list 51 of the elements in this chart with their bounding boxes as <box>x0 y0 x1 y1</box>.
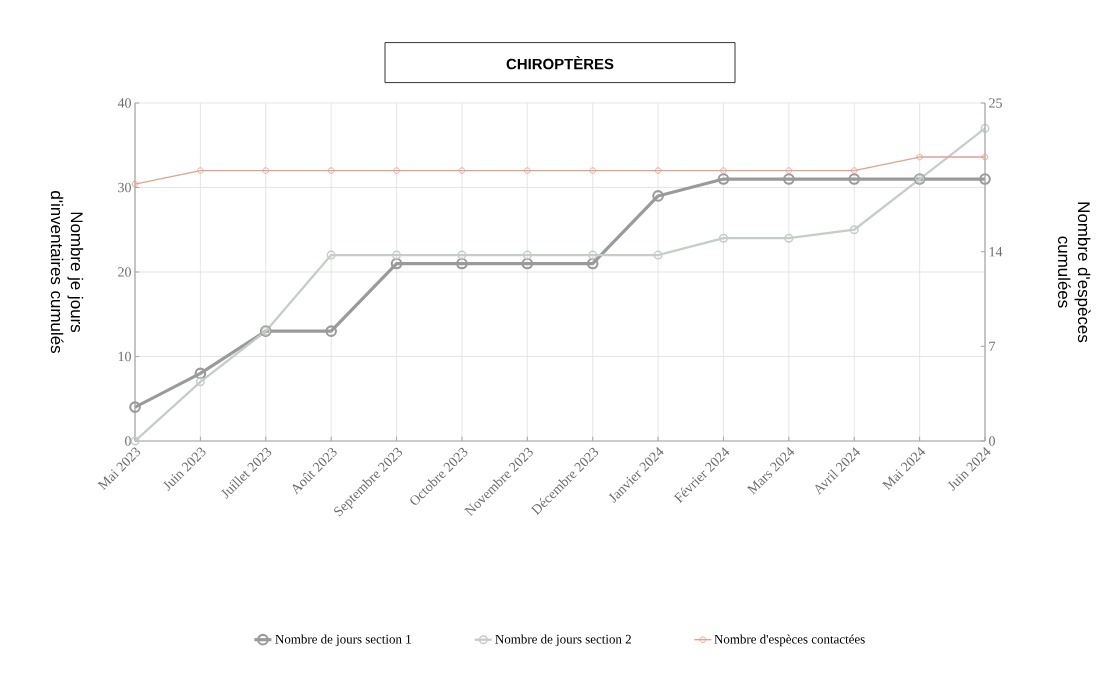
point <box>194 367 207 380</box>
point <box>327 167 335 174</box>
point <box>130 436 140 446</box>
legend-label: Nombre de jours section 2 <box>495 634 631 647</box>
point <box>849 225 859 235</box>
point <box>851 167 858 174</box>
point <box>197 167 204 174</box>
legend-label: Nombre d'espèces contactées <box>714 634 865 647</box>
point <box>653 250 663 260</box>
point <box>521 257 534 270</box>
point <box>654 167 662 174</box>
point <box>720 167 727 174</box>
y2-tick-label: 0 <box>989 436 995 446</box>
point <box>589 167 596 174</box>
point <box>129 401 141 414</box>
y-axis-title: Nombre je jours d'inventaires cumulés <box>50 191 84 353</box>
point <box>457 250 467 260</box>
y2-tick-label: 25 <box>989 98 1002 108</box>
point <box>522 250 532 260</box>
point <box>458 167 466 174</box>
y2-axis-title: Nombre d'espèces cumulées <box>1057 202 1091 343</box>
point <box>393 167 400 174</box>
point <box>785 167 793 174</box>
y2-tick-label: 14 <box>989 247 1003 257</box>
legend-label: Nombre de jours section 1 <box>275 634 411 647</box>
point <box>718 233 729 243</box>
point <box>784 233 794 243</box>
point <box>848 173 861 185</box>
point <box>980 123 990 133</box>
point <box>392 250 402 260</box>
point <box>586 257 599 270</box>
point <box>916 153 923 161</box>
point <box>325 325 337 337</box>
y-tick-label: 0 <box>125 436 131 446</box>
chart-title: CHIROPTÈRES <box>506 55 614 70</box>
y-tick-label: 10 <box>118 351 131 362</box>
y-tick-label: 20 <box>118 267 131 277</box>
y-tick-label: 30 <box>118 182 131 193</box>
point <box>524 167 531 174</box>
point <box>195 377 205 387</box>
y-tick-label: 40 <box>117 98 131 108</box>
point <box>262 167 270 174</box>
point <box>783 173 795 185</box>
point <box>588 250 598 260</box>
point <box>456 257 468 270</box>
y2-tick-label: 7 <box>989 341 996 351</box>
point <box>390 257 403 270</box>
point <box>979 173 991 185</box>
point <box>717 173 730 185</box>
point <box>326 250 336 260</box>
point <box>652 190 664 202</box>
